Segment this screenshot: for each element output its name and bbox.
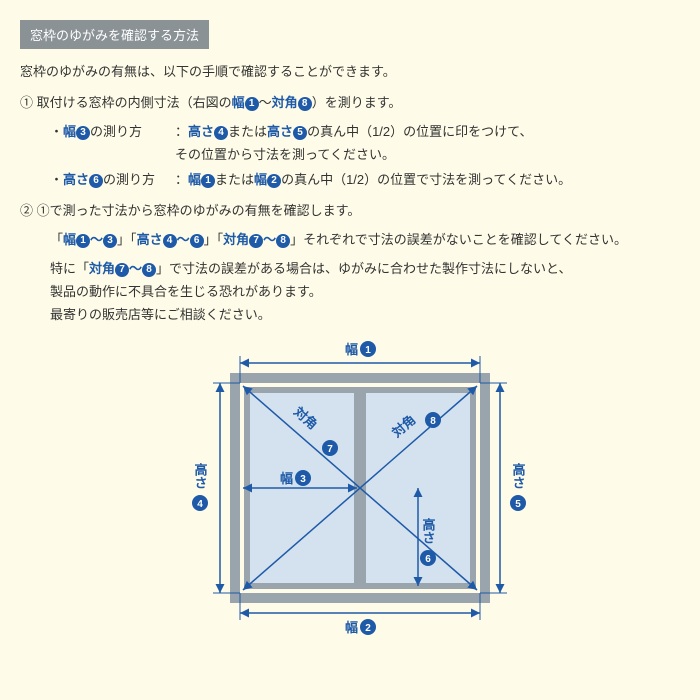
- svg-text:4: 4: [197, 499, 203, 510]
- svg-text:1: 1: [365, 345, 371, 356]
- section-title: 窓枠のゆがみを確認する方法: [20, 20, 209, 49]
- measure-1: ・幅3の測り方 ：高さ4または高さ5の真ん中（1/2）の位置に印をつけて、: [50, 121, 680, 140]
- window-diagram: 幅 1 幅 2 幅 3 高さ 4 高さ 5 高さ 6 対角 7 対角 8: [165, 338, 535, 638]
- svg-text:高さ: 高さ: [193, 462, 208, 489]
- svg-text:8: 8: [430, 416, 436, 427]
- svg-text:2: 2: [365, 623, 371, 634]
- step-2: ② ①で測った寸法から窓枠のゆがみの有無を確認します。: [20, 200, 680, 219]
- svg-text:5: 5: [515, 499, 521, 510]
- step-2-detail: 「幅1～3」「高さ4～6」「対角7～8」それぞれで寸法の誤差がないことを確認して…: [50, 229, 680, 248]
- note-1: 特に「対角7～8」で寸法の誤差がある場合は、ゆがみに合わせた製作寸法にしないと、: [50, 258, 680, 277]
- step-1-text: ① 取付ける窓枠の内側寸法（右図の幅1～対角8）を測ります。: [20, 95, 401, 110]
- svg-text:6: 6: [425, 554, 431, 565]
- measure-1-cont: その位置から寸法を測ってください。: [175, 144, 680, 163]
- note-2: 製品の動作に不具合を生じる恐れがあります。: [50, 281, 680, 300]
- svg-text:高さ: 高さ: [421, 517, 436, 544]
- svg-text:7: 7: [327, 444, 333, 455]
- svg-text:幅: 幅: [345, 342, 358, 357]
- svg-text:幅: 幅: [345, 620, 358, 635]
- intro-text: 窓枠のゆがみの有無は、以下の手順で確認することができます。: [20, 61, 680, 80]
- step-1: ① 取付ける窓枠の内側寸法（右図の幅1～対角8）を測ります。: [20, 92, 680, 111]
- note-3: 最寄りの販売店等にご相談ください。: [50, 304, 680, 323]
- svg-text:幅: 幅: [280, 471, 293, 486]
- svg-text:高さ: 高さ: [511, 462, 526, 489]
- measure-2: ・高さ6の測り方 ：幅1または幅2の真ん中（1/2）の位置で寸法を測ってください…: [50, 169, 680, 188]
- svg-text:3: 3: [300, 474, 306, 485]
